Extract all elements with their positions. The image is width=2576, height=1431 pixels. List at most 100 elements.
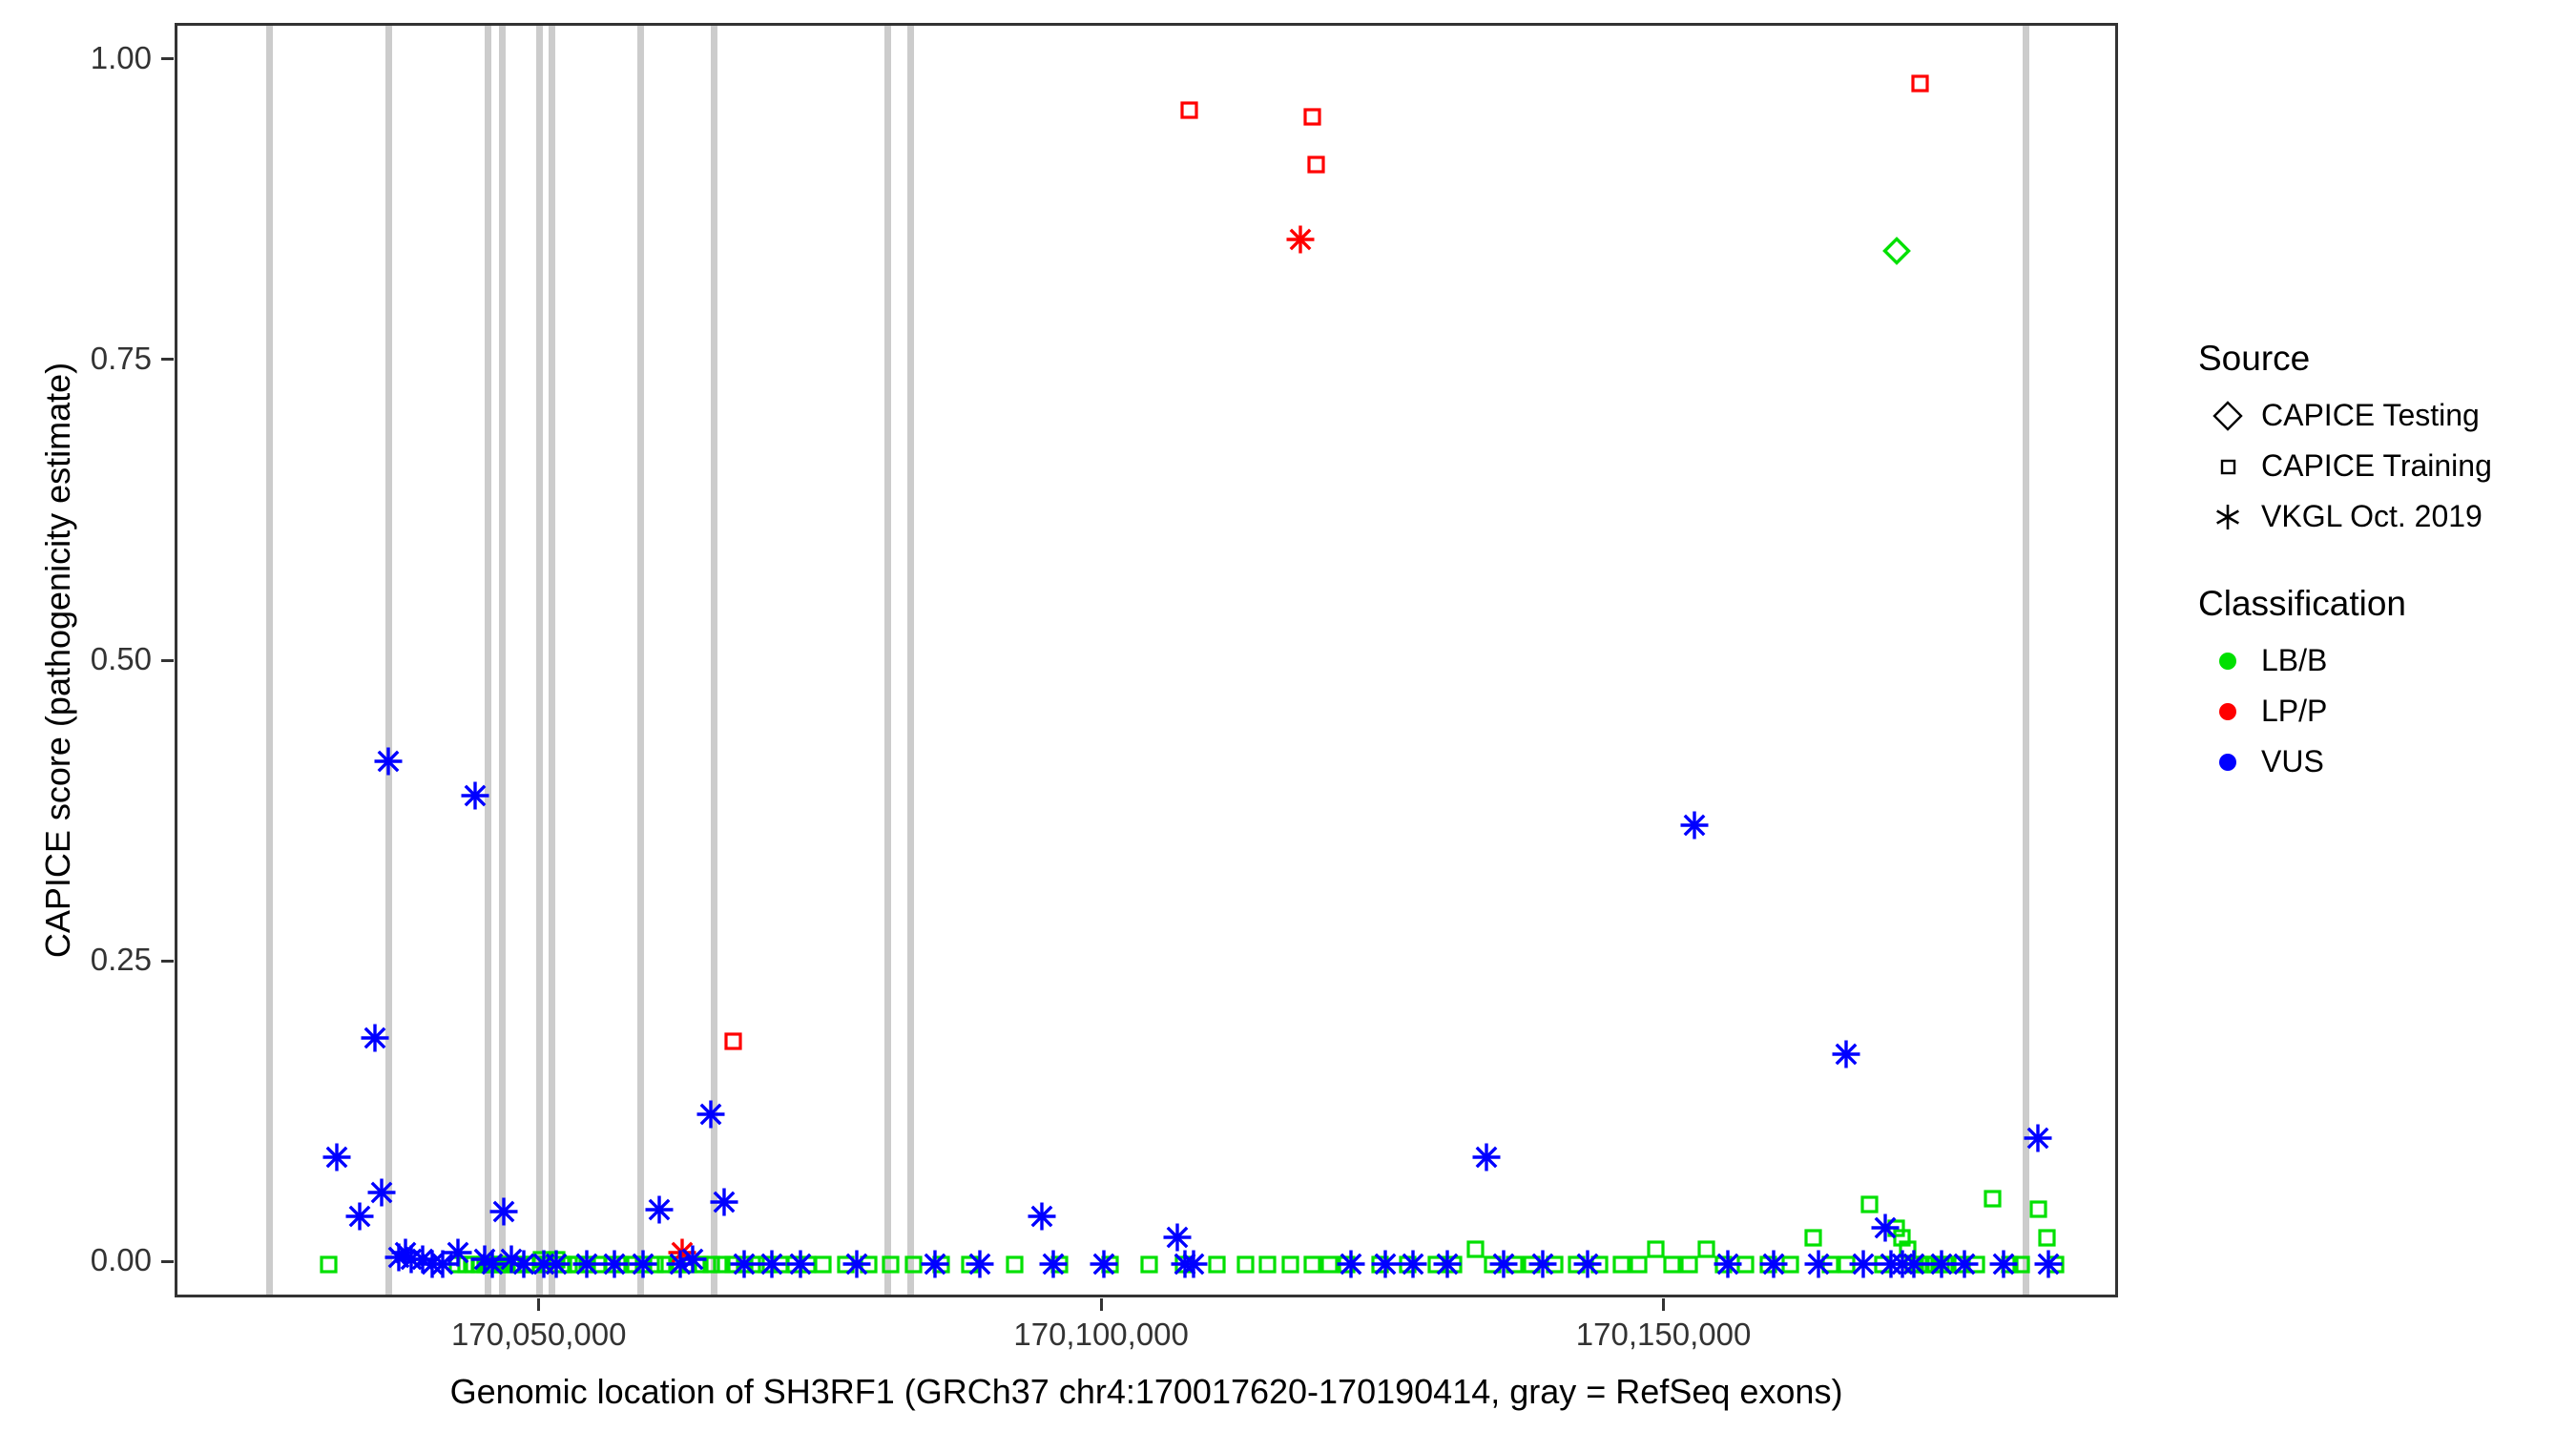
data-point-asterisk-vus: [509, 1250, 538, 1278]
data-point-asterisk-vus: [1163, 1223, 1192, 1252]
x-axis-title: Genomic location of SH3RF1 (GRCh37 chr4:…: [449, 1372, 1843, 1411]
data-point-asterisk-lp-p: [668, 1238, 696, 1267]
exon-line: [384, 26, 392, 1295]
legend-spacer: [2194, 542, 2557, 584]
data-point-asterisk-vus: [1039, 1250, 1068, 1278]
x-tick-label: 170,150,000: [1575, 1317, 1752, 1352]
data-point-square-lb-b: [1709, 1250, 1737, 1278]
data-point-square-lb-b: [1776, 1250, 1804, 1278]
legend-item-lbb[interactable]: LB/B: [2194, 635, 2557, 686]
data-point-asterisk-vus: [572, 1250, 601, 1278]
data-point-asterisk-vus: [730, 1250, 758, 1278]
data-point-asterisk-vus: [2034, 1250, 2063, 1278]
y-tick-mark: [161, 959, 174, 963]
data-point-square-lb-b: [1169, 1250, 1197, 1278]
legend-item-lpp[interactable]: LP/P: [2194, 686, 2557, 736]
data-point-square-lb-b: [926, 1250, 955, 1278]
data-point-square-lb-b: [584, 1250, 613, 1278]
data-point-square-lb-b: [662, 1250, 691, 1278]
data-point-square-lp-p: [718, 1027, 747, 1055]
data-point-asterisk-vus: [666, 1250, 695, 1278]
x-tick-mark: [1662, 1298, 1666, 1311]
data-point-asterisk-vus: [1399, 1250, 1427, 1278]
data-point-square-lb-b: [1624, 1250, 1652, 1278]
data-point-square-lb-b: [831, 1250, 860, 1278]
data-point-square-lb-b: [554, 1250, 583, 1278]
data-point-square-lb-b: [606, 1250, 634, 1278]
green-dot-icon: [2194, 645, 2261, 677]
data-point-asterisk-vus: [444, 1238, 472, 1267]
y-tick-mark: [161, 1259, 174, 1263]
data-point-asterisk-vus: [678, 1245, 707, 1274]
data-point-square-lb-b: [1904, 1250, 1933, 1278]
data-point-asterisk-vus: [1371, 1250, 1400, 1278]
data-point-asterisk-vus: [758, 1250, 786, 1278]
data-point-square-lb-b: [1995, 1250, 2024, 1278]
legend-item-vus[interactable]: VUS: [2194, 736, 2557, 787]
legend-label-lpp: LP/P: [2261, 694, 2328, 728]
data-point-square-lb-b: [1253, 1250, 1281, 1278]
data-point-square-lb-b: [1915, 1250, 1943, 1278]
data-point-asterisk-vus: [1832, 1040, 1860, 1068]
data-point-square-lb-b: [793, 1250, 821, 1278]
data-point-square-lb-b: [1692, 1234, 1720, 1263]
data-point-square-lb-b: [1921, 1250, 1949, 1278]
data-point-square-lb-b: [597, 1250, 626, 1278]
data-point-square-lb-b: [1607, 1250, 1635, 1278]
data-point-square-lb-b: [2032, 1223, 2061, 1252]
data-point-asterisk-vus: [542, 1250, 571, 1278]
legend-item-vkgl[interactable]: VKGL Oct. 2019: [2194, 491, 2557, 542]
data-point-asterisk-vus: [1714, 1250, 1742, 1278]
data-point-square-lp-p: [1301, 150, 1330, 178]
data-point-asterisk-vus: [345, 1202, 374, 1231]
y-tick-mark: [161, 57, 174, 61]
legend-label-vkgl: VKGL Oct. 2019: [2261, 499, 2483, 533]
exon-line: [906, 26, 914, 1295]
exon-line: [498, 26, 506, 1295]
data-point-square-lb-b: [1585, 1250, 1613, 1278]
data-point-square-lb-b: [451, 1250, 480, 1278]
data-point-square-lb-b: [808, 1250, 837, 1278]
exon-line: [548, 26, 555, 1295]
data-point-square-lb-b: [1731, 1250, 1759, 1278]
data-point-square-lb-b: [1439, 1250, 1467, 1278]
data-point-asterisk-vus: [397, 1245, 426, 1274]
data-point-square-lb-b: [854, 1250, 883, 1278]
data-point-square-lb-b: [1276, 1250, 1304, 1278]
data-point-square-lb-b: [1393, 1250, 1422, 1278]
data-point-asterisk-vus: [1927, 1250, 1956, 1278]
data-point-square-lb-b: [1933, 1250, 1962, 1278]
asterisk-icon: [2194, 501, 2261, 533]
legend-item-capice-testing[interactable]: CAPICE Testing: [2194, 390, 2557, 441]
data-point-square-lb-b: [1095, 1250, 1124, 1278]
data-point-asterisk-vus: [1900, 1250, 1928, 1278]
data-point-asterisk-vus: [645, 1195, 674, 1224]
data-point-asterisk-vus: [1989, 1250, 2018, 1278]
data-point-square-lb-b: [1887, 1223, 1916, 1252]
data-point-square-lb-b: [766, 1250, 795, 1278]
legend-title-source: Source: [2198, 339, 2311, 378]
data-point-square-lb-b: [1298, 1250, 1326, 1278]
data-point-square-lb-b: [685, 1250, 714, 1278]
data-point-asterisk-vus: [921, 1250, 949, 1278]
data-point-square-lb-b: [1674, 1250, 1703, 1278]
exon-line: [2023, 26, 2030, 1295]
data-point-square-lp-p: [1174, 95, 1203, 124]
data-point-asterisk-vus: [1528, 1250, 1557, 1278]
legend-item-capice-training[interactable]: CAPICE Training: [2194, 441, 2557, 491]
y-tick-label: 0.50: [90, 641, 152, 676]
data-point-square-lb-b: [1893, 1234, 1922, 1263]
data-point-square-lb-b: [779, 1250, 808, 1278]
data-point-square-lb-b: [1899, 1250, 1927, 1278]
data-point-square-lb-b: [1910, 1250, 1939, 1278]
data-point-asterisk-vus: [1849, 1250, 1878, 1278]
legend: Source CAPICE Testing CAPICE Training: [2194, 339, 2557, 787]
data-point-square-lb-b: [1868, 1250, 1897, 1278]
data-point-asterisk-vus: [1028, 1202, 1056, 1231]
data-point-square-lb-b: [1832, 1250, 1860, 1278]
data-point-square-lb-b: [1134, 1250, 1163, 1278]
data-point-asterisk-vus: [1337, 1250, 1365, 1278]
data-point-square-lb-b: [1231, 1250, 1259, 1278]
data-point-square-lb-b: [561, 1250, 590, 1278]
y-tick-label: 1.00: [90, 39, 152, 75]
